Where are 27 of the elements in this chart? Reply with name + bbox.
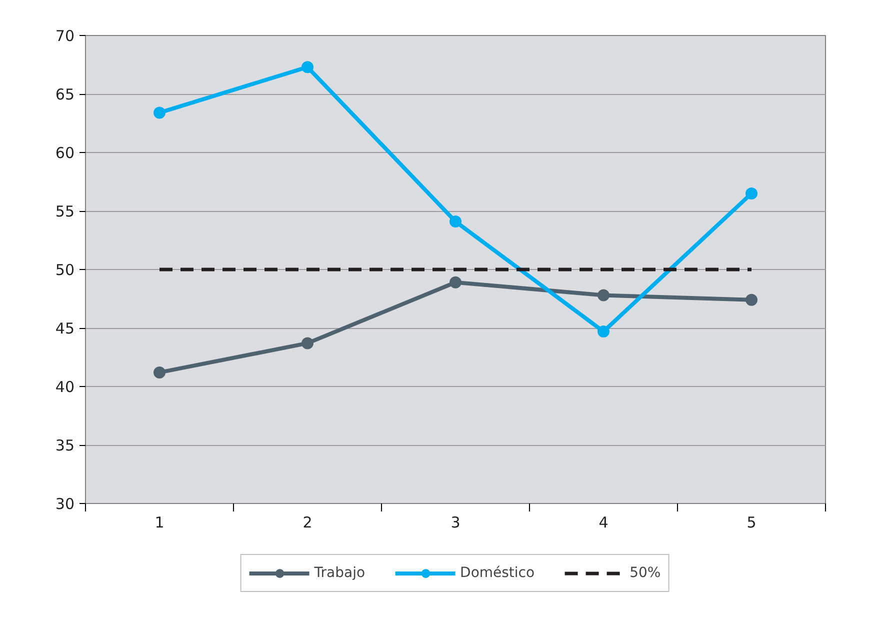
x-tick-label: 1 bbox=[154, 514, 164, 532]
point bbox=[302, 61, 314, 74]
legend-label: 50% bbox=[630, 564, 661, 580]
point bbox=[302, 337, 314, 350]
y-tick-label: 40 bbox=[55, 378, 75, 396]
y-tick-label: 50 bbox=[55, 261, 75, 279]
point bbox=[746, 187, 758, 200]
point bbox=[450, 216, 462, 228]
point bbox=[450, 276, 462, 288]
y-tick-label: 35 bbox=[55, 436, 75, 454]
point bbox=[154, 106, 166, 119]
y-tick-label: 55 bbox=[55, 202, 75, 220]
x-tick-label: 4 bbox=[598, 514, 608, 532]
y-tick-label: 45 bbox=[55, 320, 75, 338]
point bbox=[746, 294, 758, 306]
y-tick-label: 70 bbox=[55, 27, 75, 45]
y-tick-label: 30 bbox=[55, 495, 75, 513]
point bbox=[154, 366, 166, 378]
x-tick-label: 5 bbox=[746, 514, 756, 532]
x-tick-label: 2 bbox=[302, 514, 312, 532]
x-tick-label: 3 bbox=[450, 514, 460, 532]
legend-label: Trabajo bbox=[314, 564, 366, 580]
legend-label: Doméstico bbox=[460, 564, 535, 580]
point bbox=[598, 289, 610, 302]
y-tick-label: 60 bbox=[55, 144, 75, 162]
y-tick-label: 65 bbox=[55, 86, 75, 104]
point bbox=[598, 326, 610, 338]
